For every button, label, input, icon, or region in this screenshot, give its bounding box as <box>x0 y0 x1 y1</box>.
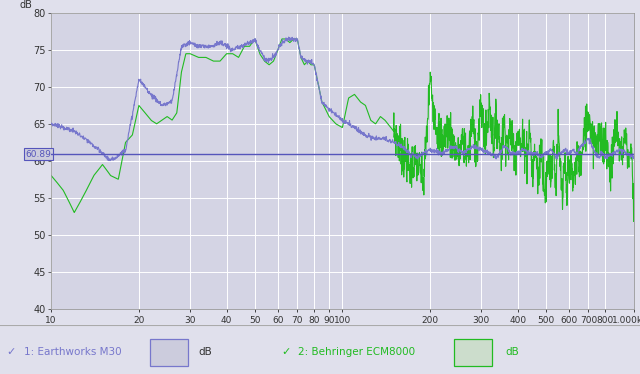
Text: 1/48: 1/48 <box>462 347 484 357</box>
Text: dB: dB <box>19 0 32 10</box>
Text: 60.89: 60.89 <box>26 150 51 159</box>
Text: 1: Earthworks M30: 1: Earthworks M30 <box>24 347 122 357</box>
Text: 2: Behringer ECM8000: 2: Behringer ECM8000 <box>298 347 415 357</box>
Text: dB: dB <box>198 347 212 357</box>
Text: ✓: ✓ <box>282 347 291 357</box>
FancyBboxPatch shape <box>150 338 188 366</box>
Text: 1/48: 1/48 <box>158 347 180 357</box>
Text: dB: dB <box>506 347 519 357</box>
FancyBboxPatch shape <box>454 338 492 366</box>
Text: ✓: ✓ <box>6 347 16 357</box>
